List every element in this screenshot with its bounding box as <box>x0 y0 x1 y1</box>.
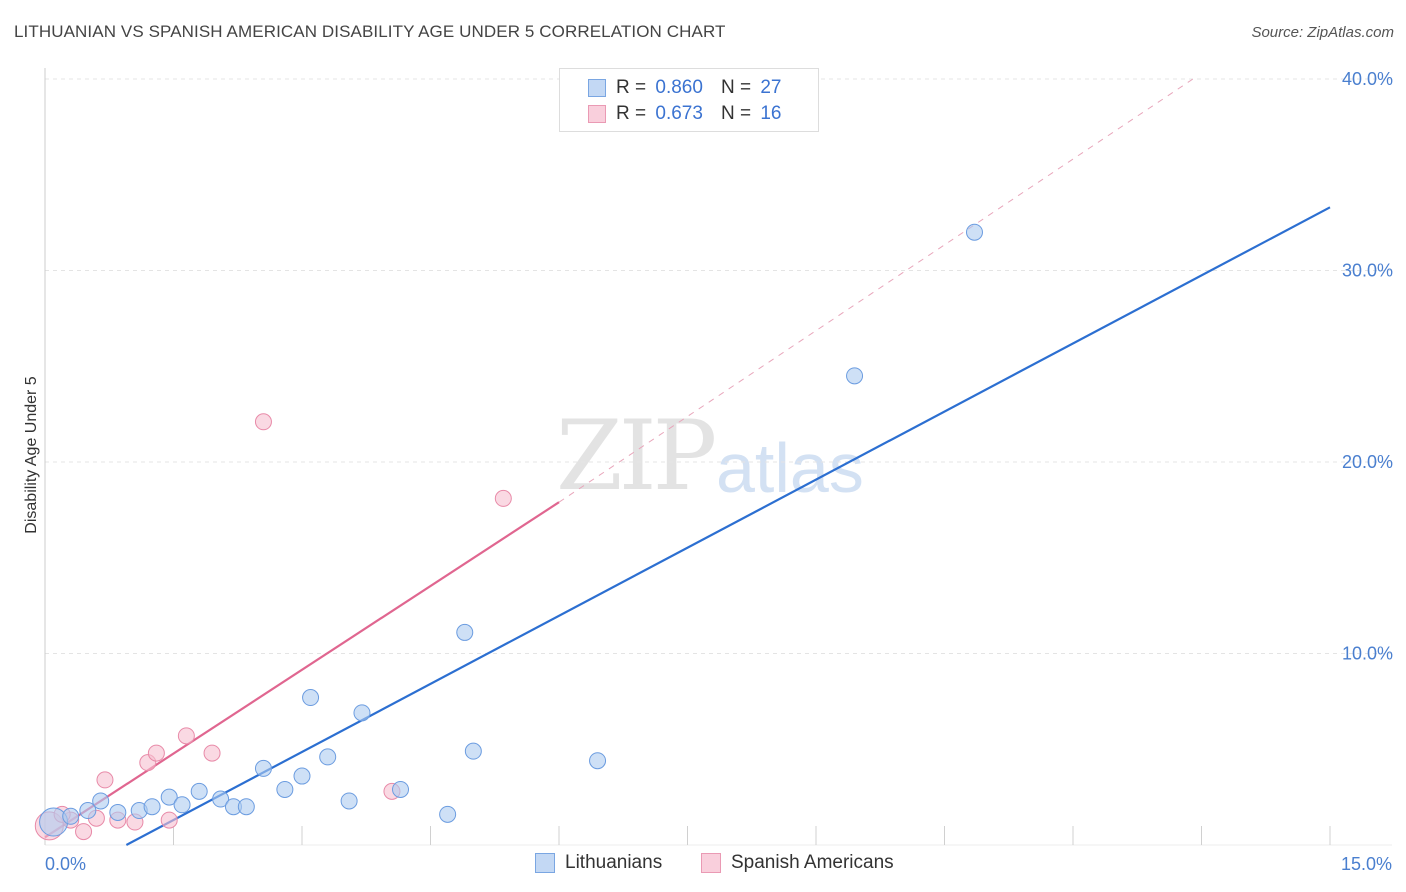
point-lithuanians <box>160 788 178 806</box>
y-axis-label: Disability Age Under 5 <box>23 376 40 534</box>
bottom-legend-spanish-americans: Spanish Americans <box>701 852 894 874</box>
point-spanish-americans <box>75 823 93 841</box>
point-lithuanians <box>456 623 474 641</box>
point-lithuanians <box>62 807 80 825</box>
legend-swatch-blue <box>588 79 606 97</box>
source-label: Source: ZipAtlas.com <box>1251 24 1394 41</box>
bottom-legend-label: Lithuanians <box>565 852 663 873</box>
point-lithuanians <box>392 780 410 798</box>
watermark-zip: ZIP <box>556 400 717 512</box>
point-spanish-americans <box>147 744 165 762</box>
point-spanish-americans <box>160 811 178 829</box>
legend-r-label: R = <box>616 77 647 98</box>
point-lithuanians <box>190 782 208 800</box>
grid-lines <box>45 78 1392 654</box>
point-lithuanians <box>276 780 294 798</box>
x-tick-label: 0.0% <box>45 854 86 874</box>
legend-n-label: N = <box>720 77 752 98</box>
point-lithuanians <box>109 803 127 821</box>
legend-swatch-pink <box>588 105 606 123</box>
trend-line-spanish-americans <box>44 501 560 839</box>
point-lithuanians <box>237 798 255 816</box>
point-lithuanians <box>79 802 97 820</box>
point-lithuanians <box>965 223 983 241</box>
y-tick-label: 30.0% <box>1342 261 1393 281</box>
point-lithuanians <box>92 792 110 810</box>
point-lithuanians <box>589 752 607 770</box>
point-spanish-americans <box>177 727 195 745</box>
bottom-legend-label: Spanish Americans <box>731 852 894 873</box>
legend-n-value: 27 <box>760 77 782 98</box>
trend-line-lithuanians <box>125 206 1331 846</box>
legend: R = 0.860 N = 27 R = 0.673 N = 16 <box>559 68 819 132</box>
trend-lines <box>44 78 1331 846</box>
chart-title: LITHUANIAN VS SPANISH AMERICAN DISABILIT… <box>14 22 726 41</box>
bottom-legend-lithuanians: Lithuanians <box>535 852 662 874</box>
x-tick-label: 15.0% <box>1341 854 1392 874</box>
point-spanish-americans <box>494 489 512 507</box>
bottom-legend-swatch-pink <box>701 853 721 873</box>
legend-row-spanish-americans: R = 0.673 N = 16 <box>588 103 781 125</box>
point-lithuanians <box>319 748 337 766</box>
point-lithuanians <box>254 759 272 777</box>
legend-r-value: 0.860 <box>655 77 703 98</box>
point-lithuanians <box>212 790 230 808</box>
data-points <box>34 223 983 841</box>
point-spanish-americans <box>203 744 221 762</box>
point-lithuanians <box>302 689 320 707</box>
point-lithuanians <box>173 796 191 814</box>
point-lithuanians <box>846 367 864 385</box>
y-tick-label: 10.0% <box>1342 644 1393 664</box>
tick-labels: 10.0% 20.0% 30.0% 40.0% 0.0% 15.0% <box>45 69 1393 874</box>
point-lithuanians <box>293 767 311 785</box>
point-lithuanians <box>353 704 371 722</box>
legend-n-value: 16 <box>760 103 782 124</box>
y-tick-label: 20.0% <box>1342 452 1393 472</box>
axes <box>44 68 1392 846</box>
bottom-legend-swatch-blue <box>535 853 555 873</box>
legend-n-label: N = <box>720 103 752 124</box>
trend-extension-spanish-americans <box>558 78 1194 503</box>
point-lithuanians <box>340 792 358 810</box>
legend-r-value: 0.673 <box>655 103 703 124</box>
point-lithuanians <box>143 798 161 816</box>
point-lithuanians <box>439 805 457 823</box>
legend-r-label: R = <box>616 103 647 124</box>
point-spanish-americans <box>96 771 114 789</box>
legend-row-lithuanians: R = 0.860 N = 27 <box>588 77 781 99</box>
y-tick-label: 40.0% <box>1342 69 1393 89</box>
point-spanish-americans <box>254 413 272 431</box>
point-lithuanians <box>464 742 482 760</box>
